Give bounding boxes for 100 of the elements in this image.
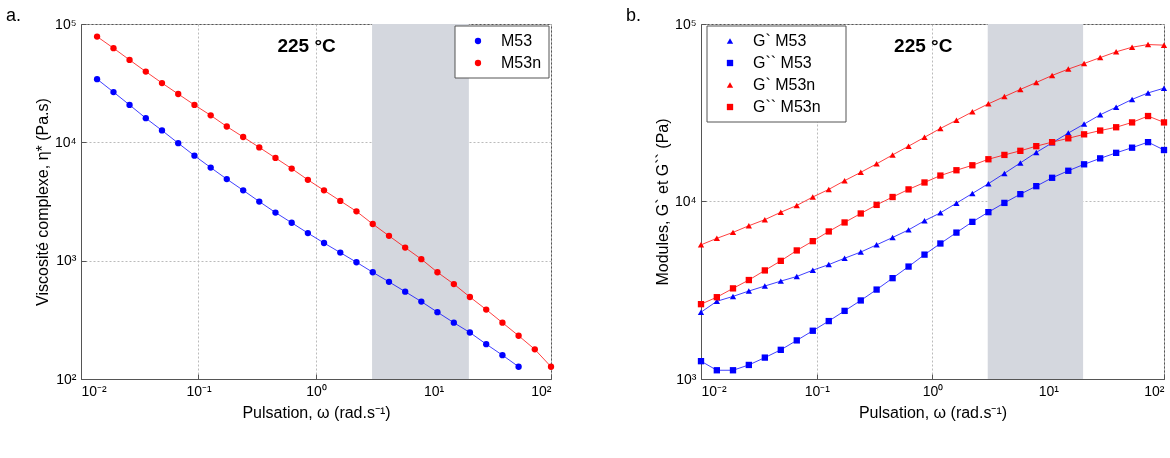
point: [240, 187, 247, 194]
legend-label: M53n: [501, 54, 542, 71]
point: [745, 288, 752, 294]
point: [191, 152, 198, 159]
point: [793, 337, 800, 344]
point: [1112, 104, 1120, 110]
point: [841, 307, 848, 315]
point: [1097, 54, 1104, 61]
point: [110, 88, 117, 96]
point: [466, 329, 474, 336]
point: [1033, 149, 1040, 156]
point: [483, 341, 490, 348]
point: [385, 232, 393, 240]
point: [110, 45, 117, 52]
chart-title: a.: [6, 5, 22, 25]
point: [841, 255, 848, 261]
point: [745, 361, 752, 369]
point: [1001, 170, 1008, 177]
point: [1017, 190, 1024, 198]
point: [142, 115, 149, 122]
point: [434, 269, 441, 276]
point: [777, 209, 784, 215]
point: [729, 229, 737, 236]
x-tick-label: 10⁻²: [701, 382, 728, 399]
x-tick-label: 10²: [1144, 382, 1165, 399]
point: [515, 363, 522, 370]
point: [1160, 146, 1168, 154]
point: [191, 101, 198, 109]
x-tick-label: 10¹: [1038, 382, 1060, 399]
point: [272, 209, 279, 216]
legend-label: G`` M53n: [753, 98, 821, 115]
point: [515, 332, 522, 339]
point: [873, 286, 880, 293]
point: [969, 190, 976, 197]
point: [1017, 147, 1024, 154]
point: [889, 193, 896, 201]
point: [921, 179, 928, 186]
point: [969, 109, 976, 115]
point: [483, 306, 490, 313]
point: [320, 187, 328, 194]
point: [1144, 112, 1152, 120]
y-tick-label: 10⁴: [674, 193, 697, 209]
point: [809, 267, 816, 273]
point: [857, 297, 864, 304]
point: [1001, 151, 1008, 159]
point: [499, 319, 506, 326]
y-tick-label: 10⁴: [54, 133, 77, 150]
point: [761, 354, 768, 361]
point: [1112, 149, 1120, 156]
point: [369, 220, 376, 228]
point: [547, 363, 555, 370]
point: [697, 309, 705, 315]
point: [1048, 72, 1056, 79]
point: [985, 156, 992, 163]
point: [337, 197, 344, 205]
point: [905, 263, 912, 270]
x-tick-label: 10⁻¹: [186, 382, 212, 399]
point: [953, 167, 960, 174]
point: [175, 90, 182, 98]
x-tick-label: 10⁰: [306, 382, 327, 399]
legend-label: G` M53: [753, 32, 807, 49]
point: [1144, 138, 1152, 146]
point: [729, 367, 737, 374]
legend-label: M53: [501, 32, 533, 49]
point: [126, 101, 133, 109]
point: [1080, 60, 1088, 67]
x-tick-label: 10²: [531, 382, 552, 399]
point: [745, 276, 752, 284]
x-tick-label: 10⁻¹: [804, 382, 831, 399]
point: [873, 161, 880, 167]
point: [793, 247, 800, 254]
point: [223, 175, 230, 183]
point: [450, 319, 458, 326]
point: [385, 278, 393, 286]
point: [1128, 144, 1136, 151]
point: [1017, 86, 1024, 93]
point: [434, 309, 441, 316]
y-tick-label: 10³: [676, 370, 697, 387]
x-axis-title: Pulsation, ω (rad.s⁻¹): [858, 403, 1008, 421]
point: [1033, 183, 1040, 190]
point: [1160, 85, 1168, 91]
point: [1128, 96, 1136, 103]
point: [402, 288, 409, 295]
point: [256, 198, 263, 205]
x-axis-title: Pulsation, ω (rad.s⁻¹): [242, 403, 391, 421]
point: [1080, 161, 1088, 168]
point: [320, 239, 328, 247]
point: [1080, 121, 1088, 127]
point: [1144, 90, 1152, 96]
y-tick-label: 10³: [56, 252, 77, 269]
chart-title: b.: [626, 5, 642, 25]
point: [809, 327, 816, 334]
point: [1080, 131, 1088, 138]
point: [889, 234, 896, 241]
point: [729, 285, 737, 292]
point: [1128, 119, 1136, 126]
point: [921, 251, 928, 258]
point: [857, 249, 864, 255]
point: [1065, 66, 1072, 72]
point: [1160, 119, 1168, 126]
